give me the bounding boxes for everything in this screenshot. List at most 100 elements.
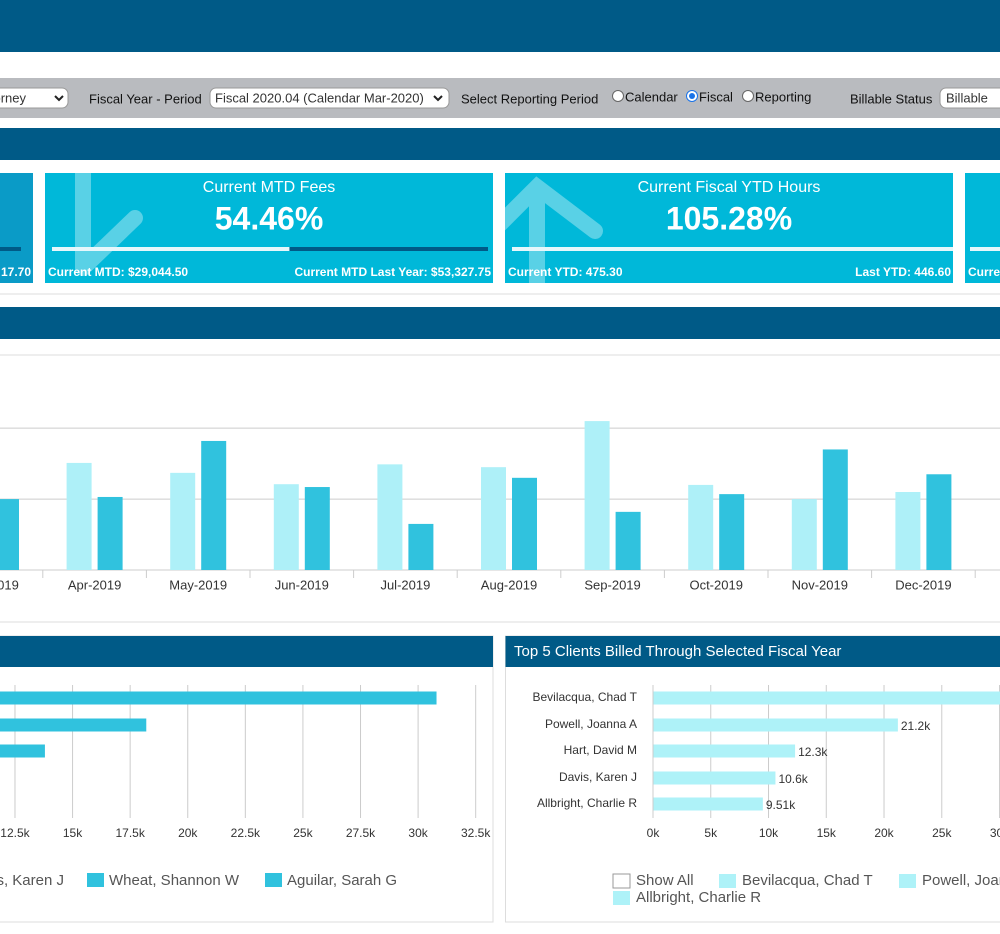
- bar: [201, 440, 227, 570]
- radio[interactable]: [612, 90, 624, 102]
- bar: [822, 449, 848, 570]
- y-tick-label: Bevilacqua, Chad T: [532, 690, 637, 704]
- filter-label: Billable Status: [850, 91, 933, 106]
- filter-label: Fiscal Year - Period: [89, 91, 202, 106]
- x-tick-label: 25k: [293, 826, 313, 840]
- legend-swatch[interactable]: [265, 873, 282, 887]
- bar: [304, 487, 330, 570]
- bar: [653, 691, 1000, 705]
- x-tick-label: Oct-2019: [689, 577, 742, 592]
- bar: [653, 718, 898, 732]
- x-tick-label: 27.5k: [346, 826, 376, 840]
- x-tick-label: 10k: [759, 826, 779, 840]
- x-tick-label: May-2019: [169, 577, 227, 592]
- x-tick-label: 25k: [932, 826, 952, 840]
- kpi-title: Current Fiscal YTD Hours: [638, 179, 821, 196]
- kpi-title: Current MTD Fees: [203, 179, 335, 196]
- x-tick-label: 32.5k: [461, 826, 491, 840]
- bar: [408, 523, 434, 570]
- bar: [170, 472, 196, 570]
- bar: [791, 499, 817, 570]
- x-tick-label: Mar-2019: [0, 577, 19, 592]
- legend-swatch[interactable]: [612, 873, 631, 889]
- bar: [926, 474, 952, 570]
- legend-swatch[interactable]: [613, 891, 630, 905]
- data-label: 12.3k: [798, 745, 828, 759]
- data-label: 21.2k: [901, 719, 931, 733]
- bar: [615, 511, 641, 570]
- bar: [719, 494, 745, 570]
- x-tick-label: Apr-2019: [68, 577, 121, 592]
- radio[interactable]: [742, 90, 754, 102]
- kpi-card: Curre: [965, 173, 1000, 283]
- x-tick-label: Sep-2019: [584, 577, 640, 592]
- bar: [653, 744, 796, 758]
- x-tick-label: Jul-2019: [380, 577, 430, 592]
- billable-select[interactable]: [939, 87, 1000, 109]
- bar: [273, 484, 299, 570]
- legend-label[interactable]: Wheat, Shannon W: [109, 872, 240, 889]
- kpi-footer: 17.70: [1, 265, 31, 279]
- card-bg: [45, 173, 493, 283]
- kpi-footer: Current MTD: $29,044.50: [48, 265, 188, 279]
- radio-label: Reporting: [755, 89, 811, 104]
- data-label: 10.6k: [778, 772, 808, 786]
- legend-label[interactable]: Davis, Karen J: [0, 872, 64, 889]
- arrow-icon: [505, 176, 603, 283]
- legend-label[interactable]: Aguilar, Sarah G: [287, 872, 397, 889]
- x-tick-label: 0k: [647, 826, 661, 840]
- x-tick-label: Nov-2019: [792, 577, 848, 592]
- x-tick-label: 12.5k: [0, 826, 30, 840]
- select-value: Fiscal 2020.04 (Calendar Mar-2020): [215, 90, 424, 105]
- kpi-value: 54.46%: [215, 200, 324, 236]
- progress-fill: [970, 247, 1000, 251]
- x-tick-label: 17.5k: [115, 826, 145, 840]
- bar: [895, 492, 921, 570]
- bar: [688, 484, 714, 570]
- legend-swatch[interactable]: [719, 874, 736, 888]
- legend-swatch[interactable]: [87, 873, 104, 887]
- bar: [377, 464, 403, 570]
- panel-header: [0, 636, 493, 667]
- kpi-value: 105.28%: [666, 200, 792, 236]
- y-tick-label: Davis, Karen J: [559, 770, 637, 784]
- card-bg: [505, 173, 953, 283]
- legend-label[interactable]: Powell, Joanna A: [922, 872, 1000, 889]
- chevron: [433, 95, 443, 102]
- top-bar: [0, 0, 1000, 52]
- kpi-card: Current MTD Fees 54.46% Current MTD: $29,0…: [45, 173, 493, 283]
- legend-label[interactable]: Bevilacqua, Chad T: [742, 872, 873, 889]
- bar: [653, 771, 776, 785]
- select-value: Attorney: [0, 90, 26, 105]
- panel-title: Top 5 Clients Billed Through Selected Fi…: [514, 643, 841, 660]
- progress-track: [0, 247, 21, 251]
- y-tick-label: Powell, Joanna A: [545, 717, 637, 731]
- x-tick-label: 20k: [874, 826, 894, 840]
- card-bg: [965, 173, 1000, 283]
- x-tick-label: Jun-2019: [275, 577, 329, 592]
- bar: [0, 499, 19, 570]
- bar: [481, 467, 506, 570]
- kpi-card: 17.70: [0, 173, 33, 283]
- bar: [653, 797, 763, 811]
- kpi-card: Current Fiscal YTD Hours 105.28% Current Y…: [505, 173, 953, 283]
- progress-fill: [52, 247, 290, 251]
- x-tick-label: 20k: [178, 826, 198, 840]
- bar: [66, 462, 92, 570]
- legend-swatch[interactable]: [899, 874, 916, 888]
- section-bar: [0, 128, 1000, 160]
- chevron: [54, 95, 64, 102]
- legend-label[interactable]: Show All: [636, 872, 694, 889]
- y-tick-label: Allbright, Charlie R: [537, 796, 637, 810]
- fiscal-select[interactable]: [209, 87, 450, 109]
- kpi-footer: Curre: [968, 265, 1000, 279]
- attorney-select[interactable]: [0, 87, 69, 109]
- plot-area: 12.5k 15k 17.5k 20k 22.5k 25k 27.5k 30k 32.5k: [0, 685, 491, 840]
- kpi-footer: Current YTD: 475.30: [508, 265, 623, 279]
- kpi-footer: Current MTD Last Year: $53,327.75: [294, 265, 491, 279]
- legend-label[interactable]: Allbright, Charlie R: [636, 889, 761, 906]
- radio-label: Fiscal: [699, 89, 733, 104]
- chart-panel: [0, 635, 494, 923]
